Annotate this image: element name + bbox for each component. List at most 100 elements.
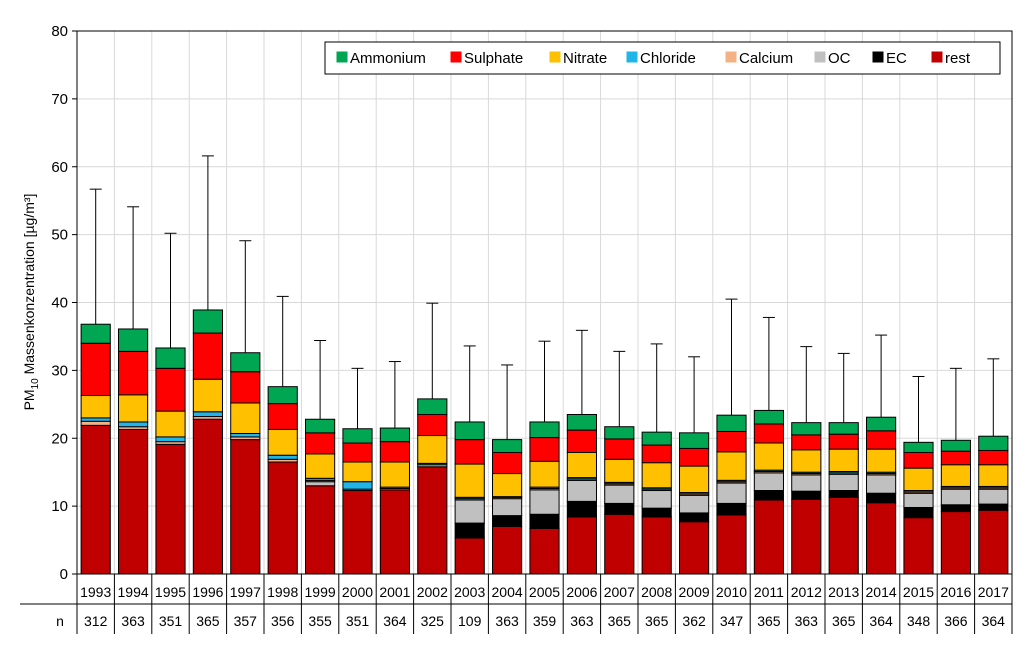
bar-segment-ec-2003	[454, 522, 485, 539]
x-tick-label: 1994	[118, 584, 149, 600]
bar-segment-sulphate-2001	[379, 441, 410, 463]
bar-segment-nitrate-2010	[716, 451, 747, 481]
legend-swatch-ec	[872, 51, 884, 63]
n-value-label: 351	[346, 613, 370, 629]
bar-segment-oc-1999	[305, 481, 336, 487]
bar-segment-sulphate-1997	[230, 371, 261, 404]
x-tick-label: 2005	[529, 584, 560, 600]
x-tick-label: 2007	[604, 584, 635, 600]
bar-segment-nitrate-2011	[753, 442, 784, 471]
bar-segment-nitrate-2014	[866, 448, 897, 473]
n-value-label: 364	[383, 613, 407, 629]
n-value-label: 365	[608, 613, 632, 629]
x-tick-label: 2010	[716, 584, 747, 600]
bar-segment-sulphate-1999	[305, 432, 336, 455]
bar-segment-nitrate-1994	[118, 394, 149, 423]
bar-segment-ammonium-2013	[828, 422, 859, 435]
bar-segment-rest-2007	[604, 513, 635, 575]
x-tick-label: 2014	[866, 584, 897, 600]
bar-segment-rest-1996	[192, 418, 223, 575]
bar-segment-rest-2015	[903, 517, 934, 575]
legend-label-ec: EC	[886, 50, 907, 67]
bar-segment-oc-2011	[753, 472, 784, 492]
n-value-label: 312	[84, 613, 108, 629]
bar-segment-sulphate-2007	[604, 438, 635, 460]
bar-segment-ammonium-2015	[903, 441, 934, 454]
bar-segment-sulphate-2015	[903, 452, 934, 469]
bar-segment-nitrate-2017	[978, 464, 1009, 487]
n-value-label: 365	[757, 613, 781, 629]
x-tick-label: 2009	[679, 584, 710, 600]
bar-segment-sulphate-2009	[679, 447, 710, 467]
bar-segment-ammonium-2014	[866, 416, 897, 432]
bar-segment-ec-2004	[492, 515, 523, 527]
x-tick-label: 2001	[379, 584, 410, 600]
bar-segment-ammonium-1996	[192, 309, 223, 334]
bar-segment-ec-2006	[566, 500, 597, 518]
bar-segment-oc-2007	[604, 484, 635, 504]
error-bars	[89, 155, 1000, 443]
bar-segment-ammonium-2012	[791, 422, 822, 436]
bar-segment-oc-2009	[679, 494, 710, 514]
n-value-label: 363	[570, 613, 594, 629]
bar-segment-nitrate-2009	[679, 465, 710, 494]
n-value-label: 325	[421, 613, 445, 629]
bar-segment-rest-2001	[379, 489, 410, 575]
y-tick-label: 70	[51, 91, 68, 108]
x-tick-label: 2017	[978, 584, 1009, 600]
legend-swatch-calcium	[725, 51, 737, 63]
bar-segment-sulphate-2010	[716, 430, 747, 453]
n-value-label: 347	[720, 613, 744, 629]
bar-segment-sulphate-2017	[978, 449, 1009, 466]
n-value-label: 362	[682, 613, 706, 629]
bar-segment-chloride-1996	[192, 411, 223, 418]
n-value-label: 351	[159, 613, 183, 629]
n-value-label: 364	[869, 613, 893, 629]
bar-segment-ec-2011	[753, 490, 784, 501]
y-tick-label: 60	[51, 159, 68, 176]
x-tick-label: 1997	[230, 584, 261, 600]
bar-segment-sulphate-2008	[641, 444, 672, 464]
bar-segment-nitrate-2001	[379, 461, 410, 488]
y-tick-label: 10	[51, 498, 68, 515]
bar-segment-ec-2012	[791, 490, 822, 500]
y-tick-label: 30	[51, 362, 68, 379]
bar-segment-chloride-2000	[342, 481, 373, 490]
bar-segment-rest-2014	[866, 502, 897, 575]
bar-segment-chloride-1998	[267, 454, 298, 460]
bar-segment-ec-2010	[716, 502, 747, 516]
bar-segment-ec-2005	[529, 513, 560, 530]
bar-segment-sulphate-2002	[417, 413, 448, 437]
bar-segment-rest-2016	[940, 511, 971, 575]
bar-segment-sulphate-1998	[267, 403, 298, 430]
legend-swatch-sulphate	[450, 51, 462, 63]
bar-segment-sulphate-1996	[192, 332, 223, 380]
bar-segment-oc-2005	[529, 489, 560, 515]
bar-segment-sulphate-2003	[454, 439, 485, 465]
bar-segment-nitrate-1999	[305, 453, 336, 479]
n-value-label: 356	[271, 613, 295, 629]
bar-segment-ammonium-1995	[155, 347, 186, 369]
bar-segment-nitrate-1996	[192, 378, 223, 413]
bar-segment-oc-2003	[454, 499, 485, 524]
bar-segment-oc-2016	[940, 488, 971, 506]
n-value-label: 109	[458, 613, 482, 629]
bar-segment-oc-2015	[903, 492, 934, 508]
bar-segment-ammonium-2007	[604, 426, 635, 440]
x-tick-label: 2002	[417, 584, 448, 600]
bar-segment-nitrate-1997	[230, 402, 261, 434]
bar-segment-oc-2017	[978, 488, 1009, 505]
bar-segment-ec-2014	[866, 492, 897, 504]
bar-segment-sulphate-2012	[791, 434, 822, 451]
bar-segment-ammonium-1999	[305, 418, 336, 434]
bar-segment-sulphate-2011	[753, 423, 784, 444]
bar-segment-ammonium-2003	[454, 421, 485, 441]
n-value-label: 357	[234, 613, 258, 629]
x-tick-label: 1993	[80, 584, 111, 600]
bar-segment-ammonium-1998	[267, 386, 298, 405]
bar-segment-rest-2003	[454, 537, 485, 575]
bar-segment-oc-2014	[866, 474, 897, 494]
x-tick-label: 2006	[566, 584, 597, 600]
bar-segment-chloride-1995	[155, 436, 186, 443]
bar-segment-sulphate-2004	[492, 452, 523, 475]
